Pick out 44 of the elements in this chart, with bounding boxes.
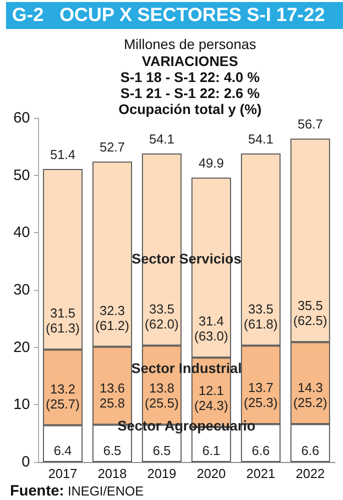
chart-title: G-2 OCUP X SECTORES S-I 17-22 <box>12 5 325 26</box>
data-label: 13.6 25.8 <box>100 380 125 411</box>
data-label: 31.4 (63.0) <box>194 314 228 344</box>
text: S-1 18 - S-1 22: 4.0 % <box>120 69 260 85</box>
data-label: 14.3 (25.2) <box>293 380 328 410</box>
data-label: 31.5 (61.3) <box>46 306 80 336</box>
data-label: 6.6 <box>252 443 270 458</box>
data-label: 6.1 <box>202 443 220 458</box>
y-tick-label: 0 <box>22 454 30 470</box>
data-label: 12.1 (24.3) <box>194 383 228 414</box>
chart-subtitle: Millones de personas <box>124 36 256 52</box>
data-label: 33.5 (62.0) <box>144 302 179 332</box>
data-label: 6.6 <box>301 443 320 458</box>
x-tick-label: 2021 <box>246 466 276 481</box>
text: Ocupación total y (%) <box>118 101 262 117</box>
x-tick-label: 2020 <box>196 466 226 481</box>
text: S-1 21 - S-1 22: 2.6 % <box>120 85 260 101</box>
data-label: 13.8 (25.5) <box>144 380 179 411</box>
y-tick-label: 40 <box>13 224 30 242</box>
annotation: 51.4 <box>50 147 76 162</box>
data-label: 33.5 (61.8) <box>244 302 278 332</box>
x-tick-label: 2018 <box>98 466 127 481</box>
source-note: Fuente: INEGI/ENOE <box>10 482 144 500</box>
data-label: 13.2 (25.7) <box>46 381 80 412</box>
y-tick-label: 20 <box>13 338 30 356</box>
y-tick-label: 10 <box>13 396 30 414</box>
data-label: 35.5 (62.5) <box>293 298 328 328</box>
y-tick-label: 30 <box>13 282 30 298</box>
data-label: 6.5 <box>152 443 171 458</box>
x-tick-label: 2017 <box>48 466 78 481</box>
y-tick-label: 60 <box>13 110 30 126</box>
data-label: 6.5 <box>103 443 122 458</box>
annotation: 54.1 <box>149 132 174 147</box>
data-label: 13.7 (25.3) <box>244 380 278 410</box>
x-tick-label: 2019 <box>147 466 176 481</box>
annotation: 52.7 <box>100 140 125 155</box>
x-tick-label: 2022 <box>296 466 325 481</box>
annotation: 54.1 <box>248 132 274 147</box>
data-label: 32.3 (61.2) <box>95 302 130 333</box>
data-label: 6.4 <box>54 443 72 458</box>
annotation: 56.7 <box>298 116 323 132</box>
text: VARIACIONES <box>142 53 238 69</box>
annotation: 49.9 <box>198 156 224 171</box>
y-tick-label: 50 <box>13 166 30 184</box>
